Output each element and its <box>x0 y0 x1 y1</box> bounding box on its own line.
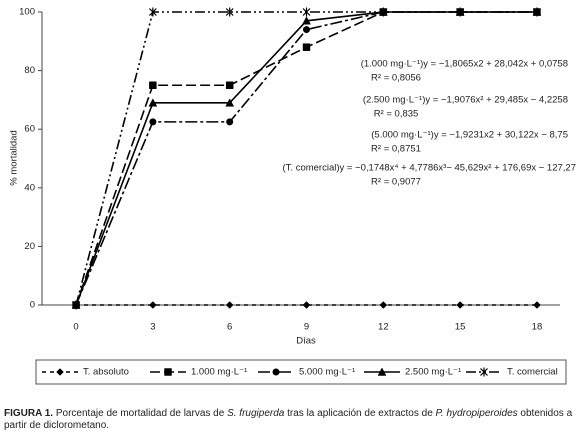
legend-marker <box>56 368 64 376</box>
legend-label: T. comercial <box>507 367 558 378</box>
marker <box>149 118 157 126</box>
x-tick-label: 6 <box>227 322 232 333</box>
y-tick-label: 40 <box>24 182 35 193</box>
marker <box>302 301 311 309</box>
marker <box>225 98 235 107</box>
marker <box>225 301 234 309</box>
y-axis-label: % mortalidad <box>9 130 20 185</box>
x-tick-label: 12 <box>378 322 389 333</box>
legend-marker <box>480 367 488 377</box>
annotation: (2.500 mg·L⁻¹)y = −1,9076x² + 29,485x − … <box>363 95 568 106</box>
marker <box>302 16 311 25</box>
x-tick-label: 3 <box>150 322 155 333</box>
y-tick-label: 100 <box>19 7 35 18</box>
legend-label: 2.500 mg·L⁻¹ <box>405 367 461 378</box>
legend-marker <box>272 368 280 376</box>
marker <box>148 98 158 107</box>
marker <box>302 7 311 17</box>
x-tick-label: 0 <box>73 322 78 333</box>
y-tick-label: 20 <box>24 241 35 252</box>
annotation: R² = 0,8056 <box>371 73 421 84</box>
caption: FIGURA 1. Porcentaje de mortalidad de la… <box>4 408 576 432</box>
marker <box>148 7 157 17</box>
y-tick-label: 60 <box>24 124 35 135</box>
legend-box <box>35 359 567 385</box>
marker <box>72 300 80 310</box>
marker <box>379 301 388 309</box>
legend-marker <box>164 368 172 376</box>
legend-label: T. absoluto <box>83 367 129 378</box>
series-line <box>75 11 537 306</box>
series-line <box>75 11 537 306</box>
marker <box>226 118 234 126</box>
x-tick-label: 15 <box>455 322 466 333</box>
legend-label: 1.000 mg·L⁻¹ <box>191 367 247 378</box>
legend-marker <box>377 367 387 376</box>
marker <box>303 26 311 34</box>
annotation: R² = 0,835 <box>374 109 419 120</box>
marker <box>225 81 234 89</box>
marker <box>149 301 157 309</box>
caption-text: tras la aplicación de extractos de <box>284 408 436 419</box>
x-tick-label: 18 <box>532 322 543 333</box>
series-line <box>75 11 537 306</box>
marker <box>302 43 311 51</box>
marker <box>456 7 465 17</box>
y-tick-label: 0 <box>30 300 35 311</box>
caption-text: Porcentaje de mortalidad de larvas de <box>53 408 228 419</box>
caption-text: P. hydropiperoides <box>435 408 518 419</box>
annotation: (T. comercial)y = −0,1748x⁴ + 4,7786x³− … <box>283 163 577 174</box>
marker <box>149 81 157 89</box>
annotation: (5.000 mg·L⁻¹)y = −1,9231x2 + 30,122x − … <box>371 130 568 141</box>
annotation: (1.000 mg·L⁻¹)y = −1,8065x2 + 28,042x + … <box>361 59 568 70</box>
marker <box>225 7 234 17</box>
caption-label: FIGURA 1. <box>4 408 54 419</box>
legend-label: 5.000 mg·L⁻¹ <box>299 367 355 378</box>
annotation: R² = 0,9077 <box>371 177 421 188</box>
annotation: R² = 0,8751 <box>371 144 421 155</box>
caption-text: obtenidos a partir de diclorometano. <box>4 408 573 431</box>
chart: % mortalidad Días (1.000 mg·L⁻¹)y = −1,8… <box>9 7 577 385</box>
x-axis-label: Días <box>296 336 316 347</box>
marker <box>456 301 464 309</box>
marker <box>379 7 388 17</box>
y-tick-label: 80 <box>24 65 35 76</box>
marker <box>533 301 541 309</box>
marker <box>533 7 541 17</box>
caption-text: S. frugiperda <box>227 408 285 419</box>
series-line <box>75 11 537 306</box>
x-tick-label: 9 <box>304 322 309 333</box>
